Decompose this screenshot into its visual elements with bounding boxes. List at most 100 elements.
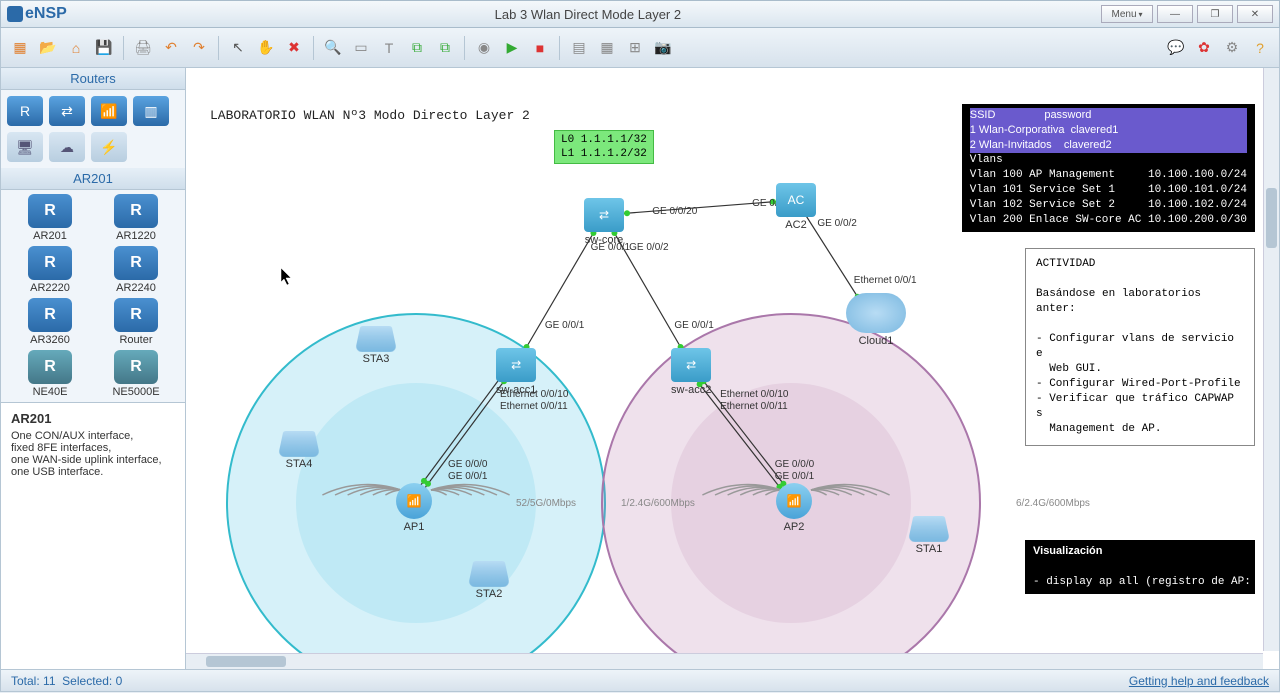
- minimize-button[interactable]: —: [1157, 5, 1193, 23]
- horizontal-scrollbar[interactable]: [186, 653, 1263, 669]
- capture-button[interactable]: ◉: [471, 35, 497, 61]
- huawei-icon: ✿: [1198, 39, 1210, 56]
- node-swacc1[interactable]: ⇄sw-acc1: [496, 348, 536, 396]
- menu-button[interactable]: Menu▾: [1101, 5, 1153, 23]
- device-AR1220[interactable]: RAR1220: [95, 194, 177, 242]
- category-link[interactable]: ⚡: [91, 132, 127, 162]
- link-label: GE 0/0/0: [775, 459, 814, 470]
- toolbar: ▦📂⌂💾🖨↶↷↖✋✖🔍▭T⧉⧉◉▶■▤▦⊞📷 💬✿⚙?: [0, 28, 1280, 68]
- device-grid: RAR201RAR1220RAR2220RAR2240RAR3260RRoute…: [1, 190, 185, 402]
- node-swacc2[interactable]: ⇄sw-acc2: [671, 348, 711, 396]
- category-pc[interactable]: 🖥: [7, 132, 43, 162]
- chat-button[interactable]: 💬: [1163, 35, 1189, 61]
- undo-button[interactable]: ↶: [158, 35, 184, 61]
- node-label: STA1: [911, 543, 947, 555]
- ap-icon: 📶: [776, 483, 812, 519]
- device-AR2220[interactable]: RAR2220: [9, 246, 91, 294]
- device-icon: R: [114, 298, 158, 332]
- home-button[interactable]: ⌂: [63, 35, 89, 61]
- grid-button[interactable]: ⊞: [622, 35, 648, 61]
- sta-icon: [355, 326, 397, 352]
- app-name: eNSP: [25, 5, 67, 23]
- window-title: Lab 3 Wlan Direct Mode Layer 2: [75, 7, 1101, 22]
- link-label: GE 0/0/2: [817, 218, 856, 229]
- zoom-button[interactable]: 🔍: [320, 35, 346, 61]
- cloud-icon: ☁: [60, 139, 74, 156]
- sta-icon: [278, 431, 320, 457]
- device-label: AR3260: [9, 334, 91, 346]
- category-routers[interactable]: R: [7, 96, 43, 126]
- category-cloud[interactable]: ☁: [49, 132, 85, 162]
- radio-label: 6/2.4G/600Mbps: [1016, 498, 1090, 509]
- delete-button[interactable]: ✖: [281, 35, 307, 61]
- node-ap1[interactable]: 📶AP1: [396, 483, 432, 533]
- node-swcore[interactable]: ⇄sw-core: [584, 198, 624, 246]
- start-icon: ▶: [507, 39, 518, 56]
- maximize-button[interactable]: ❐: [1197, 5, 1233, 23]
- node-label: Cloud1: [846, 335, 906, 347]
- save-icon: 💾: [95, 39, 112, 56]
- desc-title: AR201: [11, 411, 175, 426]
- huawei-button[interactable]: ✿: [1191, 35, 1217, 61]
- text-button[interactable]: T: [376, 35, 402, 61]
- stop-button[interactable]: ■: [527, 35, 553, 61]
- open-button[interactable]: 📂: [35, 35, 61, 61]
- node-cloud1[interactable]: Cloud1: [846, 293, 906, 347]
- node-sta3[interactable]: STA3: [358, 323, 394, 365]
- delete-icon: ✖: [288, 39, 300, 56]
- capture-icon: ◉: [478, 39, 490, 56]
- sidebar: Routers R⇄📶▥🖥☁⚡ AR201 RAR201RAR1220RAR22…: [0, 68, 186, 670]
- ungroup-button[interactable]: ⧉: [432, 35, 458, 61]
- device-AR2240[interactable]: RAR2240: [95, 246, 177, 294]
- group-icon: ⧉: [412, 39, 422, 56]
- device-AR3260[interactable]: R AR3260: [9, 298, 91, 346]
- redo-button[interactable]: ↷: [186, 35, 212, 61]
- rect-button[interactable]: ▭: [348, 35, 374, 61]
- text-icon: T: [385, 40, 394, 56]
- link-label: GE 0/0/1: [545, 320, 584, 331]
- vertical-scrollbar[interactable]: [1263, 68, 1279, 651]
- device-Router[interactable]: RRouter: [95, 298, 177, 346]
- node-sta2[interactable]: STA2: [471, 558, 507, 600]
- device-NE5000E[interactable]: RNE5000E: [95, 350, 177, 398]
- help-button[interactable]: ?: [1247, 35, 1273, 61]
- radio-label: 1/2.4G/600Mbps: [621, 498, 695, 509]
- canvas-area[interactable]: LABORATORIO WLAN Nº3 Modo Directo Layer …: [186, 68, 1280, 670]
- category-switches[interactable]: ⇄: [49, 96, 85, 126]
- print-button[interactable]: 🖨: [130, 35, 156, 61]
- node-sta1[interactable]: STA1: [911, 513, 947, 555]
- node-label: STA4: [281, 458, 317, 470]
- new-button[interactable]: ▦: [7, 35, 33, 61]
- status-selected-label: Selected:: [62, 674, 112, 688]
- switch-icon: ⇄: [584, 198, 624, 232]
- device-label: AR2240: [95, 282, 177, 294]
- save-button[interactable]: 💾: [91, 35, 117, 61]
- device-icon: R: [28, 298, 72, 332]
- select-button[interactable]: ↖: [225, 35, 251, 61]
- node-label: AC2: [776, 219, 816, 231]
- stop-icon: ■: [536, 40, 544, 56]
- topo-button[interactable]: ▤: [566, 35, 592, 61]
- snapshot-button[interactable]: 📷: [650, 35, 676, 61]
- pan-button[interactable]: ✋: [253, 35, 279, 61]
- settings-button[interactable]: ⚙: [1219, 35, 1245, 61]
- pc-icon: 🖥: [16, 139, 34, 156]
- group-button[interactable]: ⧉: [404, 35, 430, 61]
- overview-button[interactable]: ▦: [594, 35, 620, 61]
- device-icon: R: [28, 246, 72, 280]
- category-icons: R⇄📶▥ 🖥 ☁ ⚡: [1, 90, 185, 168]
- snapshot-icon: 📷: [654, 39, 671, 56]
- grid-icon: ⊞: [629, 39, 641, 56]
- device-NE40E[interactable]: RNE40E: [9, 350, 91, 398]
- close-button[interactable]: ✕: [1237, 5, 1273, 23]
- node-sta4[interactable]: STA4: [281, 428, 317, 470]
- device-AR201[interactable]: RAR201: [9, 194, 91, 242]
- category-firewall[interactable]: ▥: [133, 96, 169, 126]
- device-icon: R: [114, 350, 158, 384]
- help-link[interactable]: Getting help and feedback: [1129, 674, 1269, 688]
- category-wlan[interactable]: 📶: [91, 96, 127, 126]
- node-label: STA2: [471, 588, 507, 600]
- node-ac2[interactable]: ACAC2: [776, 183, 816, 231]
- node-ap2[interactable]: 📶AP2: [776, 483, 812, 533]
- start-button[interactable]: ▶: [499, 35, 525, 61]
